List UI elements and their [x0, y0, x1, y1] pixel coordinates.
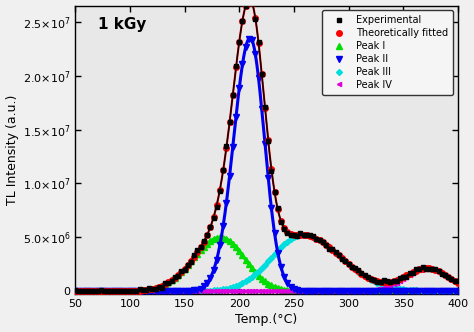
Experimental: [381, 278, 387, 282]
Peak III: [446, 289, 451, 293]
Legend: Experimental, Theoretically fitted, Peak I, Peak II, Peak III, Peak IV: Experimental, Theoretically fitted, Peak…: [322, 10, 453, 95]
Peak IV: [284, 289, 290, 293]
Experimental: [156, 286, 162, 290]
Peak III: [378, 282, 383, 286]
Experimental: [455, 279, 461, 283]
Experimental: [73, 288, 78, 292]
X-axis label: Temp.(°C): Temp.(°C): [236, 313, 298, 326]
Peak IV: [175, 289, 181, 293]
Theoretically fitted: [73, 289, 78, 293]
Peak III: [175, 289, 181, 293]
Peak I: [175, 273, 181, 277]
Text: 1 kGy: 1 kGy: [98, 17, 146, 32]
Peak I: [153, 286, 158, 290]
Peak III: [301, 233, 306, 237]
Y-axis label: TL Intensity (a.u.): TL Intensity (a.u.): [6, 95, 18, 205]
Theoretically fitted: [175, 273, 181, 277]
Theoretically fitted: [455, 281, 461, 285]
Line: Experimental: Experimental: [73, 0, 460, 293]
Peak IV: [446, 275, 451, 279]
Experimental: [343, 259, 348, 263]
Line: Theoretically fitted: Theoretically fitted: [73, 0, 461, 294]
Peak I: [455, 289, 461, 293]
Peak IV: [73, 289, 78, 293]
Peak III: [284, 240, 290, 244]
Peak II: [73, 289, 78, 293]
Experimental: [448, 277, 454, 281]
Peak I: [378, 289, 383, 293]
Theoretically fitted: [339, 256, 345, 260]
Theoretically fitted: [288, 232, 293, 236]
Line: Peak IV: Peak IV: [73, 267, 460, 293]
Peak IV: [153, 289, 158, 293]
Peak I: [446, 289, 451, 293]
Peak II: [153, 289, 158, 293]
Peak I: [217, 235, 223, 239]
Theoretically fitted: [378, 280, 383, 284]
Line: Peak I: Peak I: [73, 234, 461, 294]
Peak II: [455, 289, 461, 293]
Peak II: [246, 37, 252, 41]
Peak III: [73, 289, 78, 293]
Peak II: [378, 289, 383, 293]
Peak IV: [374, 288, 380, 291]
Experimental: [76, 289, 82, 293]
Line: Peak II: Peak II: [73, 36, 461, 294]
Experimental: [246, 0, 252, 2]
Peak III: [153, 289, 158, 293]
Peak IV: [423, 267, 428, 271]
Peak II: [175, 289, 181, 293]
Peak II: [446, 289, 451, 293]
Peak IV: [455, 281, 461, 285]
Peak II: [339, 289, 345, 293]
Peak I: [339, 289, 345, 293]
Theoretically fitted: [446, 275, 451, 279]
Peak I: [73, 289, 78, 293]
Peak I: [288, 289, 293, 292]
Experimental: [179, 270, 184, 274]
Peak III: [455, 289, 461, 293]
Peak II: [288, 285, 293, 289]
Peak IV: [336, 289, 342, 293]
Experimental: [291, 233, 297, 237]
Theoretically fitted: [153, 286, 158, 290]
Theoretically fitted: [246, 0, 252, 2]
Line: Peak III: Peak III: [73, 233, 460, 293]
Peak III: [339, 256, 345, 260]
